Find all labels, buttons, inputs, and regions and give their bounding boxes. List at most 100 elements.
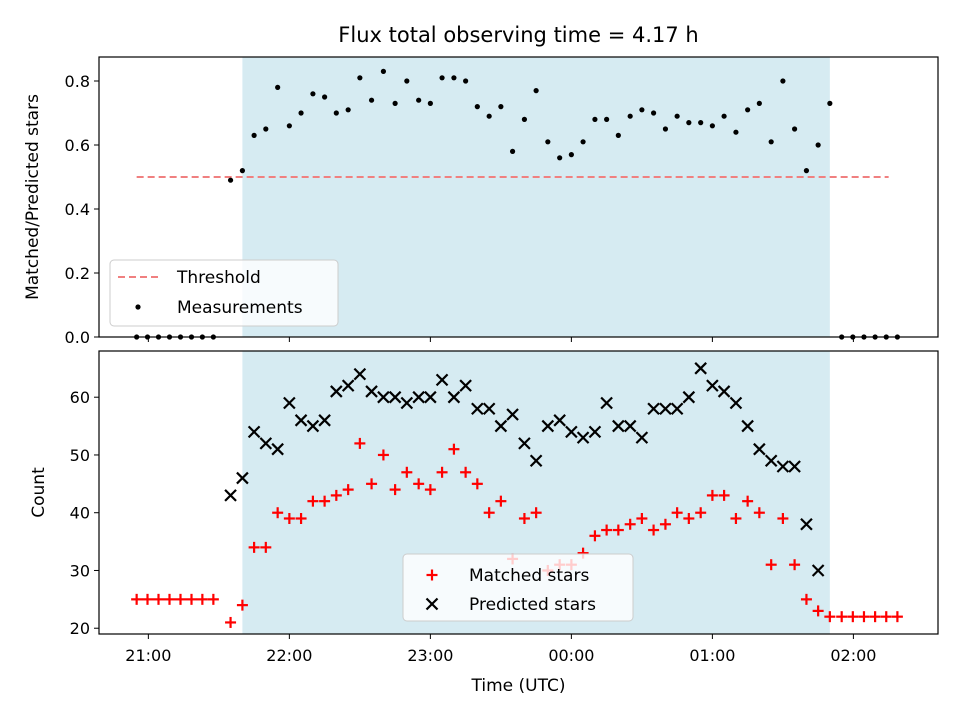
ratio-y-tick-label: 0.0 (65, 328, 90, 347)
measurement-point (698, 120, 704, 126)
ratio-panel-frame (98, 56, 939, 338)
predicted-stars-point (541, 419, 555, 433)
ratio-y-tick-label: 0.4 (65, 200, 90, 219)
time-x-tick-label: 23:00 (407, 646, 453, 665)
predicted-stars-point (294, 414, 308, 427)
measurement-point (345, 107, 351, 113)
measurement-point (416, 97, 422, 103)
measurement-point (263, 126, 269, 132)
measurement-point (368, 97, 375, 103)
predicted-stars-point (576, 431, 590, 444)
measurement-point (745, 107, 751, 113)
count-legend-box (402, 553, 634, 622)
predicted-stars-point (800, 517, 813, 531)
matched-stars-point (847, 611, 859, 623)
matched-stars-point (330, 489, 342, 501)
measurement-point (239, 168, 246, 174)
matched-stars-point (683, 512, 695, 524)
ratio-y-tick-label: 0.2 (65, 264, 90, 283)
predicted-stars-point (659, 402, 672, 416)
matched-stars-point (589, 530, 601, 542)
measurement-point (791, 126, 798, 132)
matched-stars-point (248, 541, 260, 553)
measurement-point (721, 113, 727, 119)
predicted-stars-point (459, 379, 472, 392)
measurement-point (557, 155, 563, 161)
matched-stars-point (272, 507, 284, 519)
matched-stars-point (671, 507, 683, 519)
matched-stars-point (483, 507, 495, 519)
matched-stars-point (366, 478, 378, 490)
predicted-stars-legend-swatch (425, 597, 439, 611)
ratio-legend: Threshold Measurements (109, 259, 339, 327)
predicted-stars-point (764, 454, 778, 468)
predicted-stars-point (635, 431, 649, 444)
count-y-axis: 20 30 40 50 60 (70, 388, 99, 638)
measurement-point (474, 104, 480, 110)
matched-stars-point (612, 524, 624, 536)
predicted-stars-point (670, 402, 684, 416)
predicted-stars-legend-label: Predicted stars (469, 595, 596, 615)
predicted-stars-point (729, 396, 743, 410)
predicted-stars-point (529, 454, 543, 468)
matched-stars-point (765, 559, 777, 571)
measurement-point (780, 78, 786, 84)
count-legend: Matched stars Predicted stars (402, 553, 634, 622)
matched-stars-point (869, 611, 881, 623)
predicted-stars-point (600, 396, 613, 410)
matched-stars-point (307, 495, 319, 507)
matched-stars-point (880, 611, 892, 623)
matched-stars-legend-label: Matched stars (469, 566, 589, 586)
measurement-point (674, 113, 680, 119)
measurement-point (322, 94, 328, 100)
predicted-stars-point (694, 362, 707, 375)
predicted-stars-point (424, 390, 437, 404)
predicted-stars-point (271, 442, 284, 456)
matched-stars-point (601, 524, 613, 536)
matched-stars-point (295, 512, 307, 524)
predicted-stars-point (283, 396, 296, 410)
predicted-stars-point (717, 385, 731, 398)
matched-stars-point (342, 484, 354, 496)
predicted-stars-point (776, 460, 790, 473)
predicted-stars-point (506, 408, 519, 421)
time-x-tick-label: 01:00 (689, 646, 735, 665)
ratio-y-axis: 0.0 0.2 0.4 0.6 0.8 (65, 72, 854, 347)
predicted-stars-point (412, 390, 425, 404)
predicted-stars-point (565, 425, 578, 439)
measurement-point (451, 75, 457, 81)
measurement-point (639, 107, 645, 113)
threshold-legend-label: Threshold (176, 268, 261, 288)
matched-stars-point (518, 512, 530, 524)
ratio-panel: 0.0 0.2 0.4 0.6 0.8 Flux total observing tim… (23, 23, 939, 347)
measurement-point (275, 84, 281, 90)
predicted-stars-point (377, 390, 390, 404)
matched-stars-point (789, 559, 801, 571)
matched-stars-point (659, 518, 671, 530)
predicted-stars-point (647, 402, 660, 416)
predicted-stars-point (612, 419, 625, 433)
matched-stars-point (401, 466, 413, 478)
predicted-stars-point (435, 373, 449, 387)
measurement-point (486, 113, 492, 119)
matched-stars-point (836, 611, 848, 623)
predicted-stars-point (224, 489, 237, 502)
matched-stars-point (389, 484, 401, 496)
predicted-stars-point (306, 419, 320, 433)
matched-stars-point (800, 593, 812, 605)
ratio-y-tick-label: 0.8 (65, 72, 90, 91)
matched-stars-point (460, 466, 472, 478)
measurement-point (404, 78, 410, 84)
predicted-stars-point (518, 437, 531, 450)
ratio-legend-box (109, 259, 339, 327)
matched-stars-point (636, 512, 648, 524)
predicted-stars-point (259, 437, 273, 450)
measurement-point (650, 110, 657, 116)
count-y-tick-label: 30 (70, 561, 90, 580)
measurement-point (380, 68, 387, 74)
measurement-point (251, 132, 257, 138)
predicted-stars-point (494, 419, 508, 433)
measurement-point (392, 100, 398, 106)
measurement-point (768, 139, 774, 145)
measurement-point (709, 123, 715, 129)
